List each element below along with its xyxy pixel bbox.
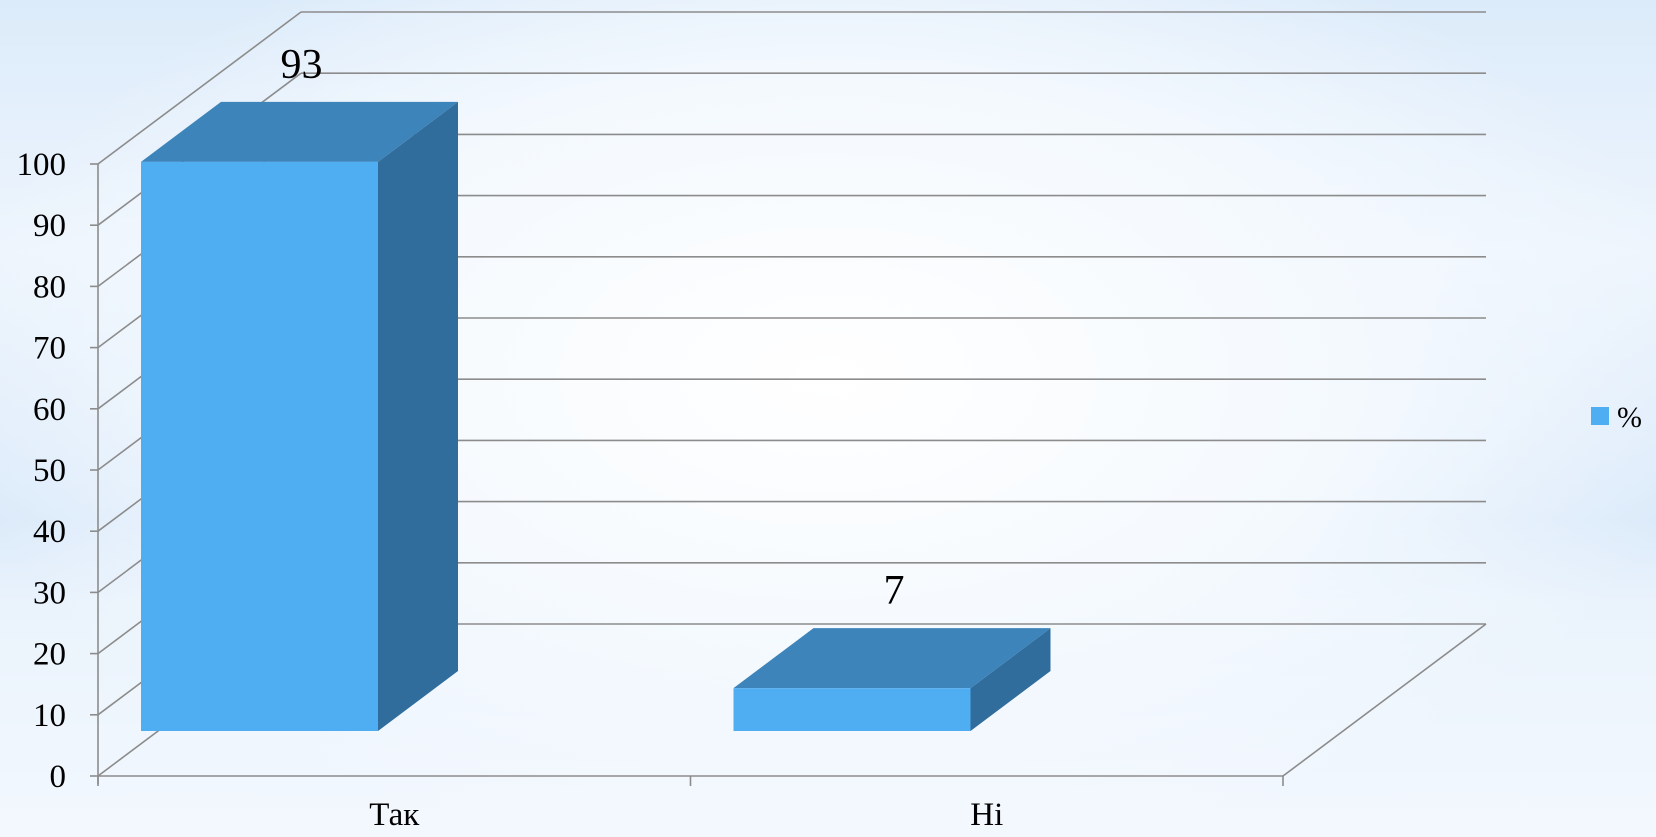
y-tick-label: 60 <box>33 392 66 428</box>
floor-right-edge <box>1282 623 1487 777</box>
data-label: 7 <box>884 568 905 614</box>
x-category-label: Ні <box>970 797 1003 833</box>
y-tick-label: 10 <box>33 698 66 734</box>
legend: % <box>1591 401 1642 434</box>
bar-2 <box>733 628 1051 731</box>
y-tick-label: 90 <box>33 208 66 244</box>
data-label: 93 <box>281 42 323 88</box>
bar-side-face <box>970 628 1051 731</box>
y-tick-label: 80 <box>33 269 66 305</box>
y-tick-label: 30 <box>33 575 66 611</box>
y-tick-label: 70 <box>33 331 66 367</box>
bar-1 <box>141 101 458 732</box>
chart-labels: 93 Так 7 Ні <box>281 42 1004 833</box>
bar-front-face <box>141 161 378 732</box>
y-tick-label: 0 <box>50 759 67 795</box>
bar-front-face <box>733 688 971 731</box>
bar-side-face <box>378 101 458 732</box>
y-tick-label: 40 <box>33 514 66 550</box>
chart-bars <box>141 101 1051 732</box>
x-category-label: Так <box>369 797 420 833</box>
legend-label: % <box>1617 401 1642 434</box>
bar-top-face <box>141 101 458 162</box>
y-tick-label: 50 <box>33 453 66 489</box>
chart-axes: 0 10 20 30 40 50 60 70 80 90 100 <box>17 147 1487 795</box>
bar-top-face <box>733 628 1051 689</box>
legend-swatch <box>1591 407 1609 425</box>
y-tick-label: 100 <box>17 147 67 183</box>
gridline-side <box>97 11 302 165</box>
y-tick-label: 20 <box>33 637 66 673</box>
